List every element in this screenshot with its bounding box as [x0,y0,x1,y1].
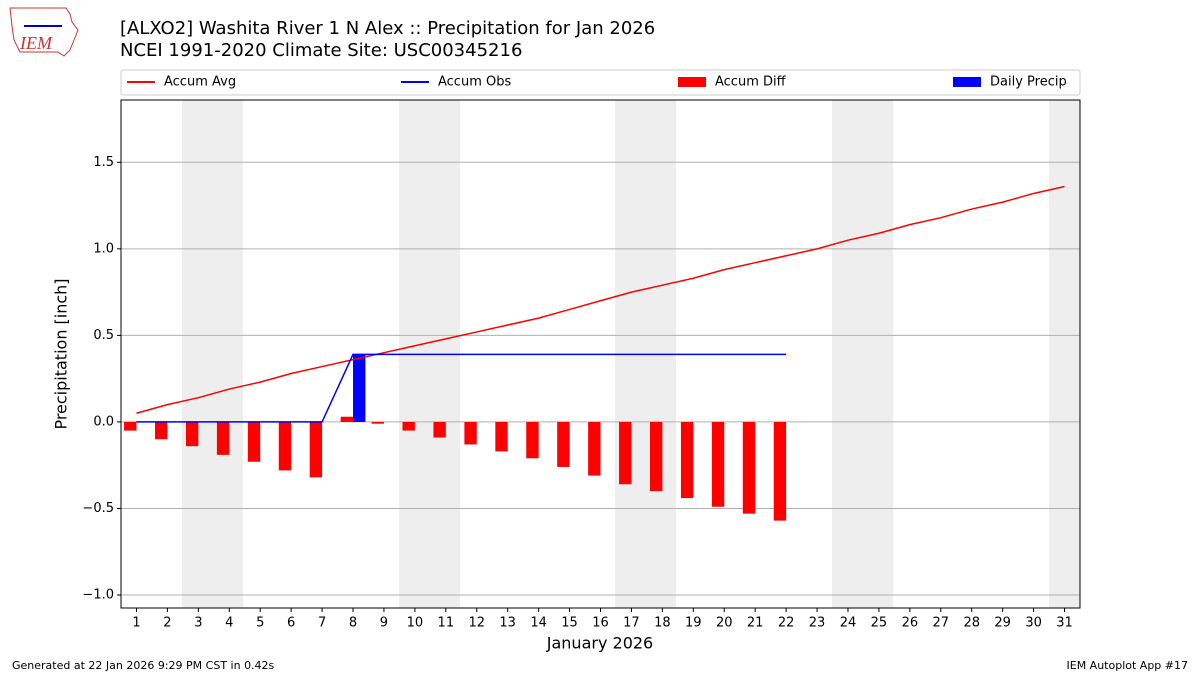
y-tick-label: 0.5 [93,328,114,343]
y-tick-label: −0.5 [82,501,114,516]
x-tick-label: 10 [407,616,424,631]
legend-swatch [953,77,981,87]
line [136,353,787,423]
bar [649,421,663,492]
x-tick-label: 19 [685,616,702,631]
bar [557,421,570,467]
weekend-band [832,100,893,608]
weekend-band [182,100,243,608]
x-tick-label: 27 [933,616,950,631]
x-tick-label: 13 [499,616,516,631]
bar [588,421,601,476]
bar [773,421,787,521]
x-tick-label: 4 [225,616,233,631]
x-tick-label: 24 [840,616,857,631]
x-tick-label: 17 [623,616,640,631]
bar [124,421,137,431]
bar [464,421,477,445]
x-tick-label: 29 [994,616,1011,631]
bar [526,421,539,459]
x-tick-label: 28 [963,616,980,631]
x-tick-label: 16 [592,616,609,631]
y-tick-label: −1.0 [82,588,114,603]
legend-box [120,69,1081,96]
legend-label: Accum Obs [438,75,511,90]
legend-label: Daily Precip [990,75,1067,90]
footer-left: Generated at 22 Jan 2026 9:29 PM CST in … [12,659,275,672]
y-tick-label: 1.0 [93,241,114,256]
chart-subtitle: NCEI 1991-2020 Climate Site: USC00345216 [120,40,522,61]
bar [433,421,446,438]
bar [278,421,292,471]
x-tick-label: 3 [194,616,202,631]
x-tick-label: 9 [380,616,388,631]
bar [371,421,384,424]
bar [155,421,168,440]
bar [402,421,415,431]
x-tick-label: 14 [530,616,547,631]
x-tick-label: 21 [747,616,764,631]
x-tick-label: 8 [349,616,357,631]
bar [340,416,354,422]
bar [680,421,694,499]
x-tick-label: 15 [561,616,578,631]
bar [619,421,632,485]
y-axis-label: Precipitation [inch] [52,278,71,429]
bar [353,354,366,422]
plot-frame [120,99,1081,609]
y-tick-label: 0.0 [93,414,114,429]
x-tick-label: 23 [809,616,826,631]
x-tick-label: 1 [132,616,140,631]
x-tick-label: 6 [287,616,295,631]
logo: IEM [9,7,79,57]
x-tick-label: 5 [256,616,264,631]
logo-text: IEM [19,33,53,53]
chart-title: [ALXO2] Washita River 1 N Alex :: Precip… [120,18,655,39]
bar [247,421,261,462]
x-tick-label: 7 [318,616,326,631]
x-axis-label: January 2026 [546,634,653,653]
weekend-band [1049,100,1080,608]
x-tick-label: 22 [778,616,795,631]
x-tick-label: 30 [1025,616,1042,631]
line [136,185,1065,415]
bar [216,421,230,455]
x-tick-label: 20 [716,616,733,631]
x-tick-label: 2 [163,616,171,631]
legend-label: Accum Diff [715,75,787,90]
x-tick-label: 25 [871,616,888,631]
bar [309,421,323,478]
legend-swatch [678,77,706,87]
x-tick-label: 26 [902,616,919,631]
x-tick-label: 11 [438,616,455,631]
bar [185,421,199,447]
y-tick-label: 1.5 [93,155,114,170]
x-tick-label: 18 [654,616,671,631]
footer-right: IEM Autoplot App #17 [1067,659,1189,672]
legend-label: Accum Avg [164,75,236,90]
bar [711,421,725,507]
logo-outline [9,7,79,57]
x-tick-label: 31 [1056,616,1073,631]
bar [742,421,756,514]
bar [495,421,508,452]
x-tick-label: 12 [468,616,485,631]
